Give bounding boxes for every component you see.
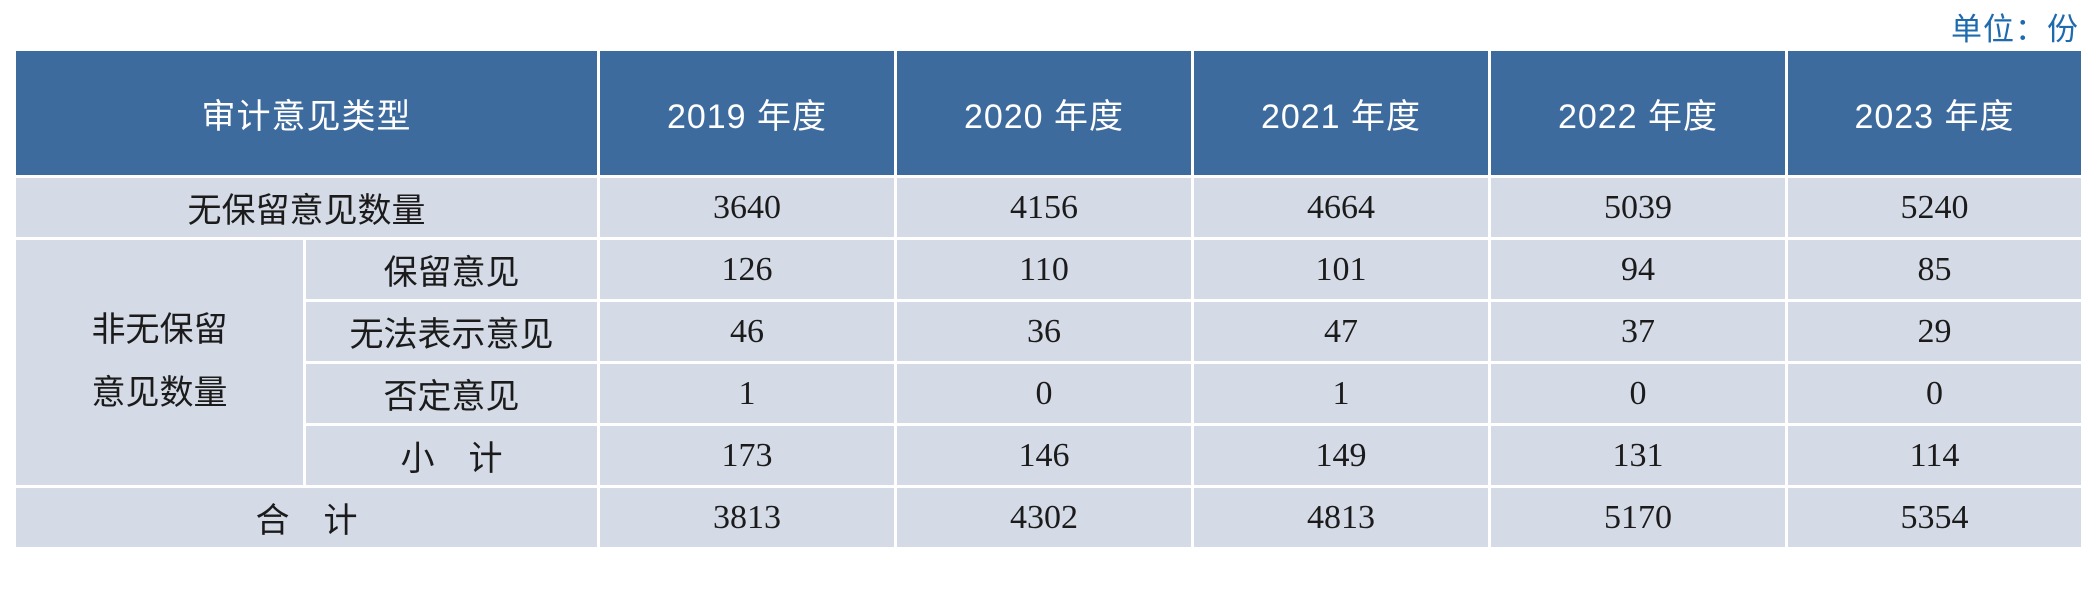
row-label-adverse: 否定意见 bbox=[303, 361, 600, 426]
cell-value: 101 bbox=[1191, 237, 1491, 302]
table-header-row: 审计意见类型 2019 年度 2020 年度 2021 年度 2022 年度 2… bbox=[13, 48, 2084, 178]
row-adverse-opinion: 否定意见 1 0 1 0 0 bbox=[15, 361, 2084, 426]
cell-value: 5354 bbox=[1785, 485, 2084, 550]
group-label-line-1: 非无保留 bbox=[91, 311, 228, 349]
cell-value: 1 bbox=[1191, 361, 1491, 426]
cell-value: 94 bbox=[1488, 237, 1788, 302]
cell-value: 85 bbox=[1785, 237, 2084, 302]
cell-value: 29 bbox=[1785, 299, 2084, 364]
cell-value: 5170 bbox=[1488, 485, 1788, 550]
row-label-unqualified: 无保留意见数量 bbox=[13, 175, 600, 240]
cell-value: 47 bbox=[1191, 299, 1491, 364]
row-label-subtotal: 小 计 bbox=[303, 423, 600, 488]
cell-value: 4302 bbox=[894, 485, 1194, 550]
cell-value: 3813 bbox=[597, 485, 897, 550]
cell-value: 5039 bbox=[1488, 175, 1788, 240]
row-qualified-opinion: 非无保留 意见数量 保留意见 126 110 101 94 85 bbox=[13, 237, 2084, 488]
cell-value: 5240 bbox=[1785, 175, 2084, 240]
cell-value: 0 bbox=[894, 361, 1194, 426]
audit-opinion-table: 审计意见类型 2019 年度 2020 年度 2021 年度 2022 年度 2… bbox=[13, 48, 2084, 550]
cell-value: 173 bbox=[597, 423, 897, 488]
cell-value: 36 bbox=[894, 299, 1194, 364]
cell-value: 110 bbox=[894, 237, 1194, 302]
cell-value: 37 bbox=[1488, 299, 1788, 364]
cell-value: 0 bbox=[1785, 361, 2084, 426]
cell-value: 46 bbox=[597, 299, 897, 364]
row-label-qualified: 保留意见 bbox=[303, 237, 600, 302]
row-unqualified: 无保留意见数量 3640 4156 4664 5039 5240 bbox=[13, 175, 2084, 240]
header-2020: 2020 年度 bbox=[894, 48, 1194, 178]
group-label-non-unqualified: 非无保留 意见数量 bbox=[13, 237, 306, 488]
cell-value: 0 bbox=[1488, 361, 1788, 426]
cell-value: 126 bbox=[597, 237, 897, 302]
cell-value: 4664 bbox=[1191, 175, 1491, 240]
header-opinion-type: 审计意见类型 bbox=[13, 48, 600, 178]
cell-value: 114 bbox=[1785, 423, 2084, 488]
header-2021: 2021 年度 bbox=[1191, 48, 1491, 178]
row-label-disclaimer: 无法表示意见 bbox=[303, 299, 600, 364]
cell-value: 149 bbox=[1191, 423, 1491, 488]
cell-value: 4813 bbox=[1191, 485, 1491, 550]
unit-label: 单位：份 bbox=[1951, 12, 2079, 47]
cell-value: 146 bbox=[894, 423, 1194, 488]
row-total: 合 计 3813 4302 4813 5170 5354 bbox=[13, 485, 2084, 550]
header-2023: 2023 年度 bbox=[1785, 48, 2084, 178]
cell-value: 131 bbox=[1488, 423, 1788, 488]
row-subtotal: 小 计 173 146 149 131 114 bbox=[15, 423, 2084, 488]
row-disclaimer-opinion: 无法表示意见 46 36 47 37 29 bbox=[15, 299, 2084, 364]
cell-value: 3640 bbox=[597, 175, 897, 240]
cell-value: 1 bbox=[597, 361, 897, 426]
header-2022: 2022 年度 bbox=[1488, 48, 1788, 178]
header-2019: 2019 年度 bbox=[597, 48, 897, 178]
group-label-line-2: 意见数量 bbox=[91, 374, 228, 412]
row-label-total: 合 计 bbox=[13, 485, 600, 550]
cell-value: 4156 bbox=[894, 175, 1194, 240]
